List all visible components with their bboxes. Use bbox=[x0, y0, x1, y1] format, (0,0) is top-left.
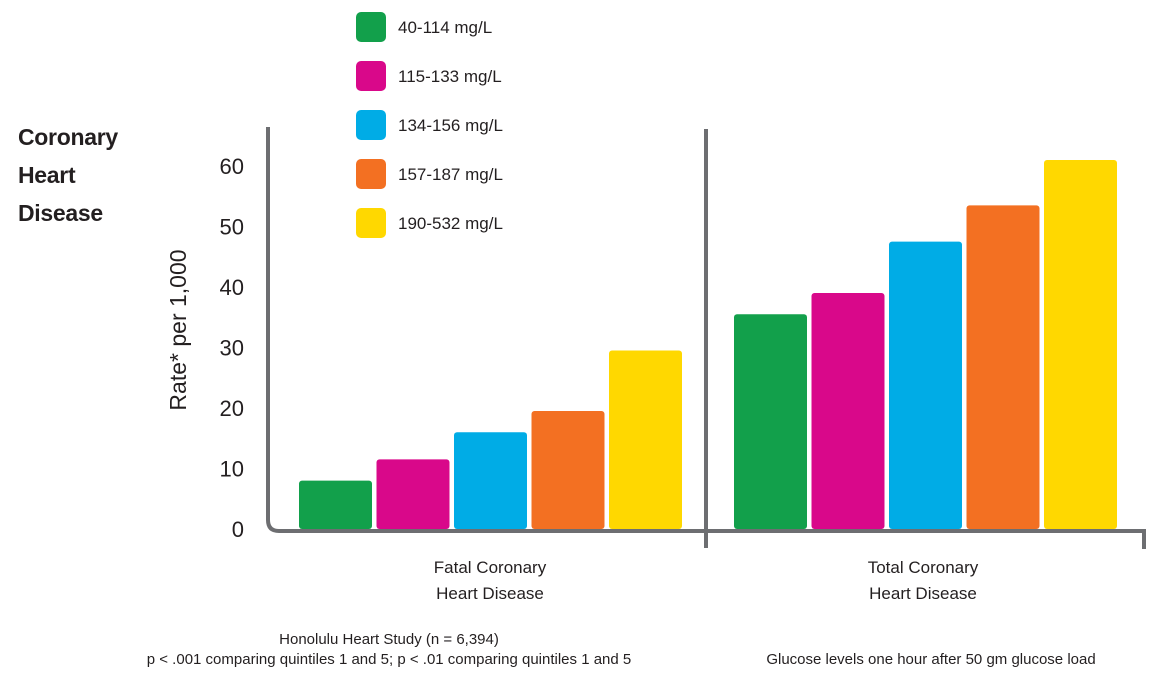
bar bbox=[609, 350, 682, 529]
bar bbox=[376, 459, 450, 529]
bar bbox=[889, 241, 962, 529]
bar bbox=[299, 480, 372, 529]
bar bbox=[966, 205, 1040, 529]
y-tick-label: 60 bbox=[220, 154, 244, 179]
legend-label: 134-156 mg/L bbox=[398, 116, 503, 135]
side-title: Coronary Heart Disease bbox=[18, 118, 118, 232]
y-axis-line bbox=[266, 127, 1146, 549]
y-tick-label: 30 bbox=[220, 336, 244, 361]
bars bbox=[299, 159, 1117, 529]
legend-label: 40-114 mg/L bbox=[398, 18, 492, 37]
bar bbox=[734, 314, 807, 529]
significance-note: p < .001 comparing quintiles 1 and 5; p … bbox=[146, 651, 632, 668]
study-name: Honolulu Heart Study (n = 6,394) bbox=[279, 631, 499, 648]
y-tick-label: 0 bbox=[232, 517, 244, 542]
legend-swatch bbox=[356, 110, 386, 140]
y-axis-label: Rate* per 1,000 bbox=[165, 249, 191, 410]
x-category-labels: Fatal Coronary Heart Disease Total Coronar… bbox=[434, 558, 979, 603]
y-tick-label: 20 bbox=[220, 396, 244, 421]
x-category-label: Fatal Coronary bbox=[434, 558, 547, 577]
bar bbox=[1044, 159, 1117, 529]
bar bbox=[811, 293, 885, 529]
study-footnote: Honolulu Heart Study (n = 6,394) p < .00… bbox=[100, 630, 678, 670]
legend-swatch bbox=[356, 159, 386, 189]
y-tick-labels: 0 10 20 30 40 50 60 bbox=[220, 154, 244, 542]
side-title-line: Disease bbox=[18, 200, 103, 226]
x-category-label: Total Coronary bbox=[868, 558, 979, 577]
side-title-line: Coronary bbox=[18, 124, 118, 150]
bar bbox=[454, 432, 527, 529]
legend-swatch bbox=[356, 12, 386, 42]
y-tick-label: 40 bbox=[220, 275, 244, 300]
y-tick-label: 50 bbox=[220, 215, 244, 240]
glucose-note: Glucose levels one hour after 50 gm gluc… bbox=[766, 651, 1096, 668]
legend-swatch bbox=[356, 208, 386, 238]
legend-label: 190-532 mg/L bbox=[398, 214, 503, 233]
y-tick-label: 10 bbox=[220, 457, 244, 482]
x-category-label: Heart Disease bbox=[436, 584, 544, 603]
legend-label: 157-187 mg/L bbox=[398, 165, 503, 184]
bar bbox=[531, 411, 605, 529]
legend: 40-114 mg/L 115-133 mg/L 134-156 mg/L 157-1… bbox=[356, 12, 503, 238]
legend-swatch bbox=[356, 61, 386, 91]
axes bbox=[266, 127, 1146, 549]
side-title-line: Heart bbox=[18, 162, 76, 188]
legend-label: 115-133 mg/L bbox=[398, 67, 502, 86]
x-category-label: Heart Disease bbox=[869, 584, 977, 603]
